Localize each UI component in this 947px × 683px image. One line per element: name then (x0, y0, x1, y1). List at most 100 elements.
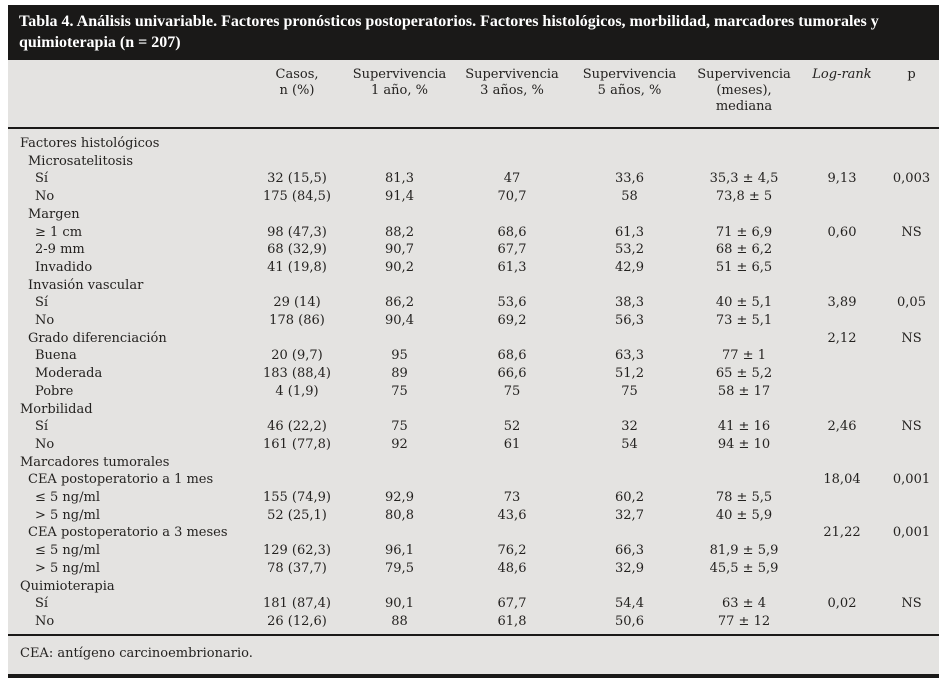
cell-surv1 (346, 153, 453, 171)
cell-casos (248, 401, 346, 419)
row-label: ≤ 5 ng/ml (35, 490, 100, 506)
row-label: Sí (35, 171, 49, 187)
cell-surv1: 75 (391, 383, 408, 399)
cell-surv5: 75 (621, 383, 638, 399)
cell-logrank (800, 153, 884, 171)
row-label: Quimioterapia (20, 578, 115, 594)
cell-logrank (800, 312, 884, 330)
cell-surv1: 90,1 (385, 596, 414, 612)
cell-p: NS (901, 419, 922, 435)
cell-casos (248, 277, 346, 295)
table-row: No 178 (86) 90,4 69,2 56,3 73 ± 5,1 (8, 312, 939, 330)
cell-p (884, 383, 939, 401)
row-label: Marcadores tumorales (20, 454, 170, 470)
cell-casos: 178 (86) (269, 313, 325, 329)
cell-casos (248, 578, 346, 596)
cell-logrank (800, 206, 884, 224)
table-row: Invadido 41 (19,8) 90,2 61,3 42,9 51 ± 6,5 (8, 259, 939, 277)
cell-casos: 26 (12,6) (267, 613, 327, 629)
cell-surv5 (571, 401, 688, 419)
cell-surv3 (453, 578, 571, 596)
cell-surv3: 76,2 (497, 543, 527, 559)
cell-p (884, 365, 939, 383)
cell-surv1 (346, 454, 453, 472)
cell-p (884, 259, 939, 277)
cell-surv5 (571, 277, 688, 295)
cell-surv3: 66,6 (497, 366, 527, 382)
cell-median: 63 ± 4 (722, 596, 766, 612)
row-label: ≥ 1 cm (35, 224, 83, 240)
cell-casos: 181 (87,4) (262, 596, 332, 612)
header-casos: Casos, n (%) (248, 60, 346, 129)
row-label: No (35, 436, 55, 452)
cell-surv3: 43,6 (497, 507, 527, 523)
cell-median: 51 ± 6,5 (715, 259, 773, 275)
cell-surv5 (571, 578, 688, 596)
cell-p: 0,001 (892, 525, 931, 541)
cell-logrank: 2,46 (827, 419, 857, 435)
cell-logrank (800, 542, 884, 560)
cell-p (884, 312, 939, 330)
cell-surv3: 67,7 (497, 596, 527, 612)
cell-median (688, 454, 800, 472)
cell-surv1: 96,1 (385, 543, 414, 559)
row-label: Sí (35, 419, 49, 435)
row-label: ≤ 5 ng/ml (35, 543, 100, 559)
cell-surv1: 81,3 (385, 171, 414, 187)
cell-casos: 68 (32,9) (267, 242, 327, 258)
row-label: Sí (35, 295, 49, 311)
cell-casos (248, 471, 346, 489)
table-row: > 5 ng/ml 78 (37,7) 79,5 48,6 32,9 45,5 ± 5,9 (8, 560, 939, 578)
header-surv5: Supervivencia 5 años, % (571, 60, 688, 129)
cell-p (884, 277, 939, 295)
cell-casos (248, 524, 346, 542)
row-label: Factores histológicos (20, 136, 160, 151)
cell-median: 73 ± 5,1 (715, 313, 773, 329)
cell-casos (248, 330, 346, 348)
row-label: Grado diferenciación (28, 330, 167, 346)
row-label: Margen (28, 206, 80, 222)
cell-logrank: 2,12 (827, 330, 857, 346)
cell-surv3 (453, 153, 571, 171)
cell-casos: 161 (77,8) (262, 436, 332, 452)
cell-p: NS (901, 330, 922, 346)
cell-median: 94 ± 10 (717, 436, 771, 452)
cell-median (688, 578, 800, 596)
cell-surv1: 88 (391, 613, 408, 629)
cell-casos (248, 128, 346, 153)
table-row: Factores histológicos (8, 128, 939, 153)
cell-surv3: 68,6 (497, 224, 527, 240)
cell-logrank (800, 277, 884, 295)
cell-logrank (800, 436, 884, 454)
cell-p (884, 206, 939, 224)
cell-surv5 (571, 471, 688, 489)
cell-median (688, 524, 800, 542)
cell-logrank: 18,04 (823, 472, 861, 488)
cell-surv3: 53,6 (497, 295, 527, 311)
cell-surv1 (346, 206, 453, 224)
row-label: Sí (35, 596, 49, 612)
cell-surv1: 80,8 (385, 507, 414, 523)
row-label: 2-9 mm (35, 242, 85, 258)
table-row: ≤ 5 ng/ml 129 (62,3) 96,1 76,2 66,3 81,9 ± 5,… (8, 542, 939, 560)
cell-surv5 (571, 330, 688, 348)
cell-surv1: 90,2 (385, 259, 414, 275)
cell-p (884, 241, 939, 259)
cell-logrank: 21,22 (823, 525, 861, 541)
cell-casos: 46 (22,2) (267, 419, 327, 435)
cell-casos: 78 (37,7) (267, 560, 327, 576)
table-row: > 5 ng/ml 52 (25,1) 80,8 43,6 32,7 40 ± 5,9 (8, 507, 939, 525)
cell-surv1: 88,2 (385, 224, 414, 240)
table-row: Sí 181 (87,4) 90,1 67,7 54,4 63 ± 4 0,02 NS (8, 595, 939, 613)
cell-surv3: 73 (503, 490, 521, 506)
row-label: Invadido (35, 259, 93, 275)
cell-surv5: 42,9 (615, 259, 644, 275)
cell-surv5 (571, 454, 688, 472)
cell-surv1 (346, 578, 453, 596)
cell-surv3: 48,6 (497, 560, 527, 576)
cell-surv5: 33,6 (615, 171, 644, 187)
row-label: Invasión vascular (28, 277, 144, 293)
cell-surv3 (453, 401, 571, 419)
cell-surv3 (453, 206, 571, 224)
cell-median: 40 ± 5,9 (715, 507, 773, 523)
